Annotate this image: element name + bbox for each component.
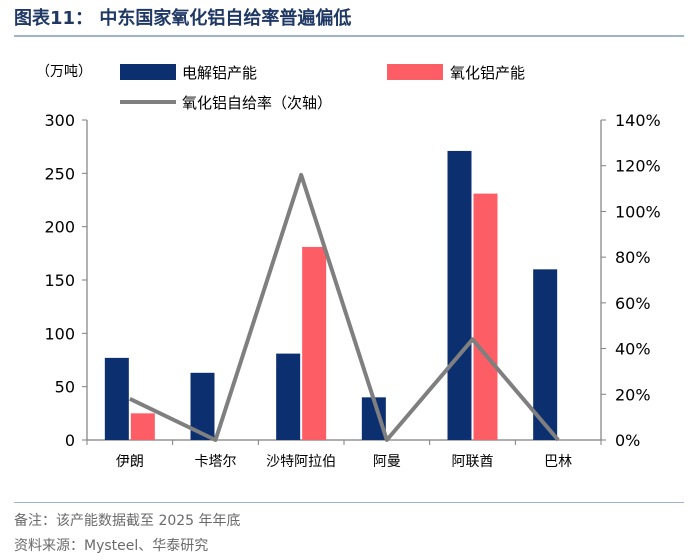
left-tick-label: 50	[55, 378, 75, 397]
right-tick-label: 80%	[615, 248, 651, 267]
title-divider	[14, 35, 684, 37]
legend-swatch-electrolytic	[120, 64, 176, 80]
left-tick-label: 250	[44, 164, 75, 183]
right-tick-label: 140%	[615, 111, 661, 130]
legend-label-electrolytic: 电解铝产能	[182, 64, 257, 82]
x-category-label: 阿联酋	[452, 453, 494, 470]
left-tick-label: 100	[44, 324, 75, 343]
left-tick-label: 300	[44, 111, 75, 130]
figure-title: 图表11： 中东国家氧化铝自给率普遍偏低	[14, 8, 352, 29]
right-tick-label: 100%	[615, 202, 661, 221]
bar-alumina	[130, 413, 155, 440]
right-tick-label: 0%	[615, 431, 640, 450]
right-tick-label: 120%	[615, 157, 661, 176]
legend-swatch-alumina	[387, 64, 443, 80]
chart: （万吨） 电解铝产能 氧化铝产能 氧化铝自给率（次轴） 0 50 100 150 200…	[36, 64, 661, 470]
x-category-label: 沙特阿拉伯	[266, 454, 336, 470]
legend: （万吨） 电解铝产能 氧化铝产能 氧化铝自给率（次轴）	[36, 64, 525, 112]
bar-electrolytic	[447, 150, 472, 440]
x-category-label: 阿曼	[373, 454, 401, 470]
footnote: 备注：该产能数据截至 2025 年年底	[14, 513, 241, 529]
right-tick-label: 60%	[615, 294, 651, 313]
x-category-label: 巴林	[544, 454, 572, 470]
bar-electrolytic	[104, 357, 129, 440]
plot-area: 0 50 100 150 200 250 300 0% 20% 40% 60% 80% 100% 120%…	[44, 111, 660, 470]
source-note: 资料来源：Mysteel、华泰研究	[14, 538, 209, 554]
legend-label-alumina: 氧化铝产能	[450, 64, 525, 82]
bar-electrolytic	[533, 269, 558, 440]
bar-electrolytic	[276, 353, 301, 440]
left-tick-label: 150	[44, 271, 75, 290]
left-tick-label: 200	[44, 218, 75, 237]
right-tick-label: 40%	[615, 340, 651, 359]
legend-label-selfsufficiency: 氧化铝自给率（次轴）	[182, 94, 332, 112]
selfsufficiency-line	[128, 172, 560, 442]
bar-alumina	[302, 246, 327, 440]
bar-alumina	[473, 193, 498, 440]
right-tick-label: 20%	[615, 385, 651, 404]
x-category-label: 卡塔尔	[195, 454, 237, 470]
notes-divider	[14, 502, 684, 503]
unit-label: （万吨）	[36, 64, 92, 80]
left-tick-label: 0	[65, 431, 75, 450]
x-category-label: 伊朗	[116, 454, 144, 470]
